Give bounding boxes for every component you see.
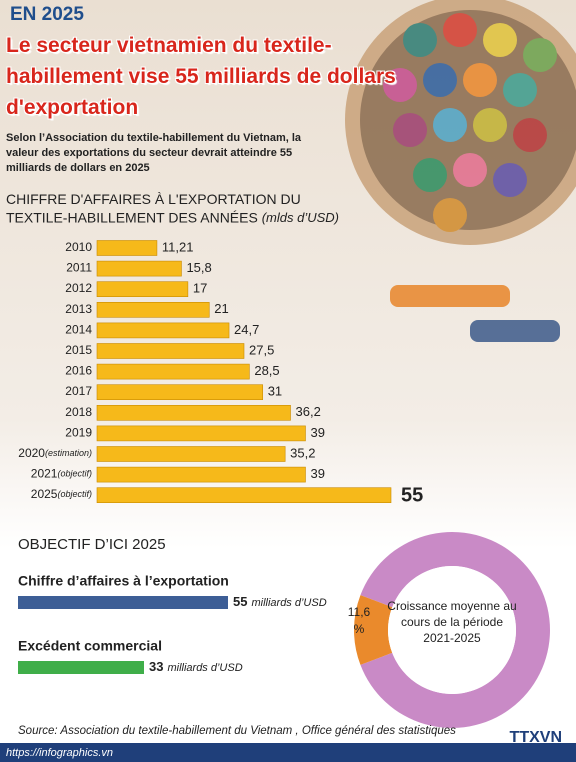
value-unit: milliards d’USD [251, 597, 326, 609]
category: 2010 [65, 240, 92, 254]
subtitle: Selon l’Association du textile-habilleme… [6, 132, 302, 174]
donut-center-text: Croissance moyenne au cours de la périod… [387, 599, 517, 645]
category: 2014 [65, 323, 92, 337]
category-label: Excédent commercial [18, 638, 162, 654]
value-label: 11,21 [162, 239, 194, 254]
bar [96, 343, 245, 359]
value-label: 28,5 [254, 363, 279, 378]
value-label: 39 [310, 466, 324, 481]
category: 2019 [65, 426, 92, 440]
kicker: EN 2025 [10, 4, 84, 25]
chart-title: CHIFFRE D'AFFAIRES À L'EXPORTATION DU [6, 191, 301, 207]
y-tick-label: 2016 [65, 364, 92, 378]
chart-unit: (mlds d’USD) [262, 210, 339, 225]
y-tick-label: 2011 [66, 261, 92, 275]
donut-value-label: 11,6 % [347, 605, 371, 636]
category-label: Chiffre d’affaires à l’exportation [18, 573, 229, 589]
bar [96, 322, 230, 339]
donut-hole [388, 566, 516, 694]
value-label: 31 [268, 384, 282, 399]
bar [96, 301, 210, 318]
category: 2016 [65, 364, 92, 378]
donut-segment [353, 595, 393, 665]
bar [96, 487, 392, 504]
y-tick-label: 2018 [65, 405, 92, 419]
footer-band [0, 743, 576, 762]
category: 2021 [31, 467, 58, 481]
value-label: 27,5 [249, 342, 274, 357]
logo: TTXVN [510, 729, 562, 746]
y-tick-label: 2012 [65, 281, 92, 295]
source: Source: Association du textile-habilleme… [18, 725, 456, 737]
bar [96, 425, 306, 442]
category: 2018 [65, 405, 92, 419]
bar [18, 596, 228, 609]
bar [96, 384, 264, 401]
y-tick-label: 2021(objectif) [31, 467, 92, 481]
bar [96, 404, 291, 421]
y-tick-label: 2020(estimation) [18, 446, 92, 460]
category: 2017 [65, 384, 92, 398]
value-label: 17 [193, 281, 207, 296]
y-tick-label: 2025(objectif) [31, 487, 92, 501]
category-note: (estimation) [45, 448, 92, 458]
bar [96, 363, 250, 380]
y-tick-label: 2015 [65, 343, 92, 357]
y-tick-label: 2017 [65, 384, 92, 398]
section-title: OBJECTIF D’ICI 2025 [18, 536, 166, 553]
bar [18, 661, 144, 674]
y-tick-label: 2019 [65, 426, 92, 440]
category: 2012 [65, 281, 92, 295]
donut-rest [360, 532, 550, 729]
value-label: 33 milliards d’USD [149, 659, 243, 674]
value-label: 24,7 [234, 322, 259, 337]
bar [96, 281, 189, 298]
category: 2011 [66, 261, 92, 275]
category: 2015 [65, 343, 92, 357]
thread-decoration [345, 0, 576, 342]
bar [96, 466, 306, 483]
chart-title: CHIFFRE D'AFFAIRES À L'EXPORTATION DU [6, 191, 301, 207]
y-tick-label: 2013 [65, 302, 92, 316]
value-label: 36,2 [296, 404, 321, 419]
category: 2013 [65, 302, 92, 316]
value-label: 35,2 [290, 445, 315, 460]
value: 55 [233, 594, 247, 609]
title: Le secteur vietnamien du textile-habille… [6, 34, 396, 119]
value-label: 39 [310, 425, 324, 440]
value: 33 [149, 659, 163, 674]
value-label: 55 milliards d’USD [233, 594, 327, 609]
bar [96, 446, 286, 462]
bar [96, 240, 158, 256]
chart-title: TEXTILE-HABILLEMENT DES ANNÉES (mlds d’U… [6, 210, 339, 226]
value-label: 21 [214, 301, 228, 316]
y-tick-label: 2010 [65, 240, 92, 254]
value-unit: milliards d’USD [167, 662, 242, 674]
url: https://infographics.vn [6, 747, 113, 759]
category: 2025 [31, 487, 58, 501]
y-tick-label: 2014 [65, 323, 92, 337]
bar [96, 260, 182, 277]
category-note: (objectif) [57, 490, 92, 500]
value-label: 15,8 [186, 260, 211, 275]
category-note: (objectif) [57, 469, 92, 479]
category: 2020 [18, 446, 45, 460]
value-label: 55 [401, 484, 423, 506]
